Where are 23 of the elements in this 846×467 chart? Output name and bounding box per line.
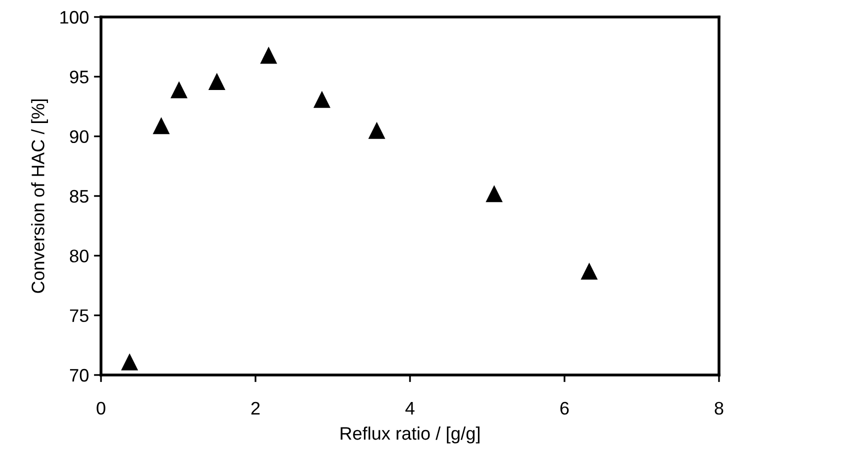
point [260,46,278,64]
y-axis-title: Conversion of HAC / [%] [31,99,48,293]
point [152,117,170,134]
x-tick-label: 0 [96,402,106,415]
y-tick-label: 100 [60,10,88,24]
point [580,262,598,280]
y-tick-label: 75 [70,309,88,322]
point [208,72,226,90]
x-tick-label: 2 [251,402,260,414]
y-tick-label: 90 [70,130,88,144]
y-tick-label: 85 [70,190,88,203]
y-tick-label: 80 [70,250,88,262]
point [368,122,386,139]
point [486,185,503,202]
y-tick-label: 70 [70,368,88,382]
x-tick-label: 8 [714,402,724,415]
point [121,353,138,370]
point [170,81,188,98]
point [313,90,330,108]
x-axis-title: Reflux ratio / [g/g] [340,426,480,444]
y-tick-label: 95 [70,70,88,84]
x-tick-label: 4 [405,402,414,414]
x-tick-label: 6 [560,402,569,415]
